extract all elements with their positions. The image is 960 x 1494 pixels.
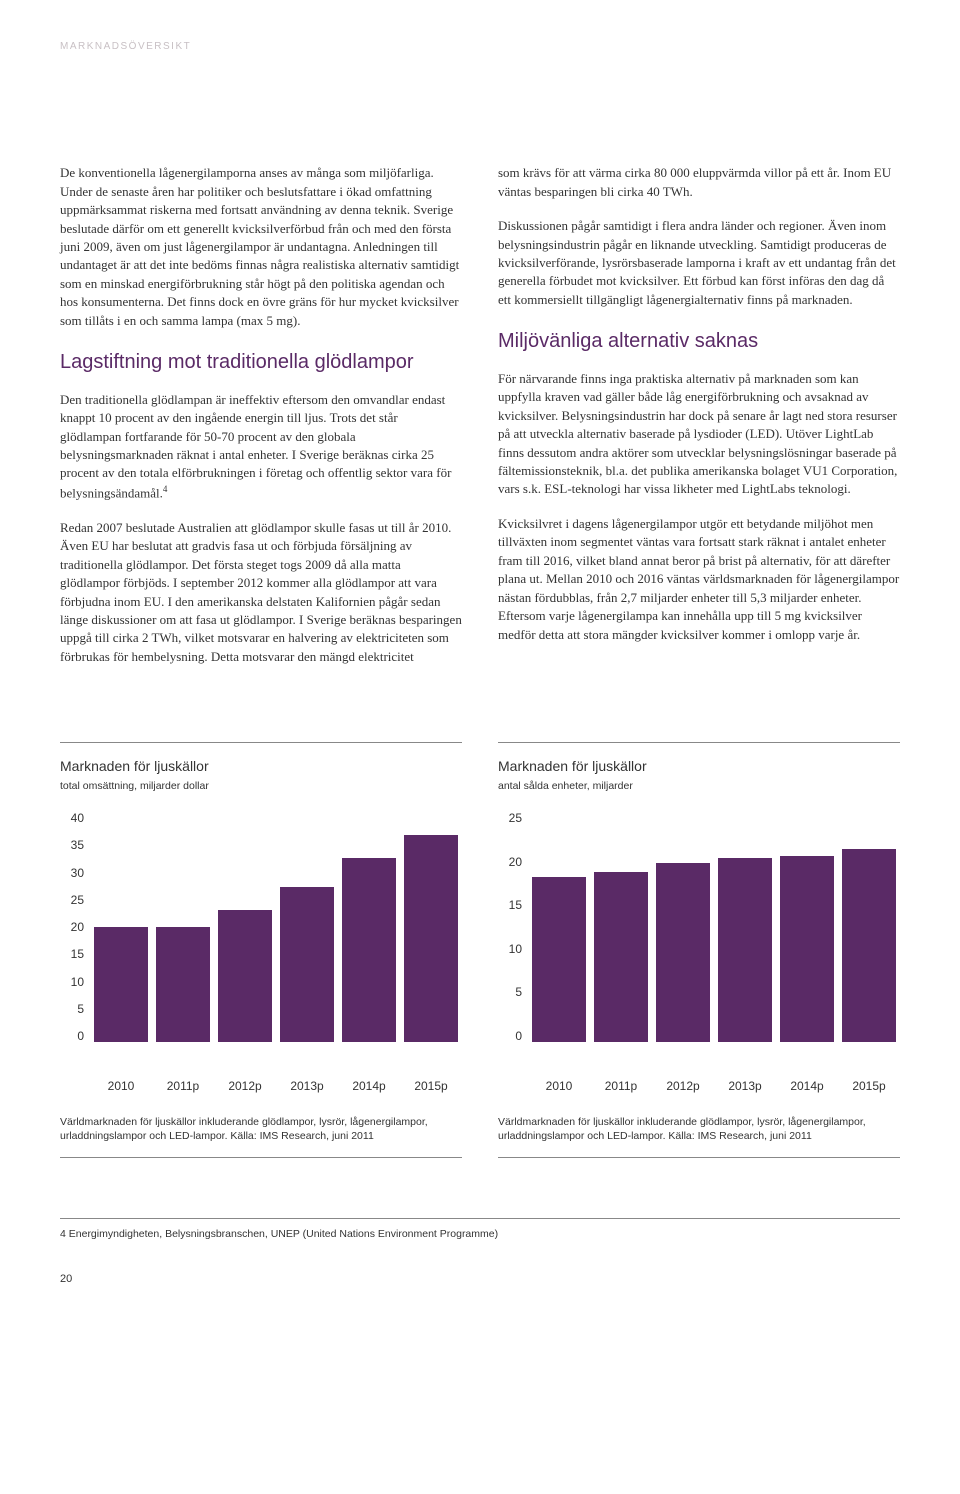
y-axis: 40 35 30 25 20 15 10 5 0 [60,812,90,1042]
left-column: De konventionella lågenergilamporna anse… [60,164,462,682]
body-paragraph: Kvicksilvret i dagens lågenergilampor ut… [498,515,900,644]
chart-area: 40 35 30 25 20 15 10 5 0 [60,812,462,1072]
x-tick: 2014p [338,1078,400,1095]
x-tick: 2015p [838,1078,900,1095]
bar [842,849,896,1042]
x-tick: 2012p [214,1078,276,1095]
section-heading: Lagstiftning mot traditionella glödlampo… [60,348,462,376]
body-paragraph: De konventionella lågenergilamporna anse… [60,164,462,330]
footnote: 4 Energimyndigheten, Belysningsbranschen… [60,1218,900,1242]
bar [156,927,210,1042]
y-tick: 15 [71,948,84,960]
body-paragraph: som krävs för att värma cirka 80 000 elu… [498,164,900,201]
chart-revenue: Marknaden för ljuskällor total omsättnin… [60,742,462,1158]
bar [594,872,648,1042]
bar [532,877,586,1043]
x-tick: 2015p [400,1078,462,1095]
y-tick: 25 [509,812,522,824]
x-axis: 20102011p2012p2013p2014p2015p [498,1078,900,1095]
x-tick: 2013p [714,1078,776,1095]
chart-units: Marknaden för ljuskällor antal sålda enh… [498,742,900,1158]
y-tick: 15 [509,899,522,911]
y-tick: 30 [71,867,84,879]
chart-caption: Världmarknaden för ljuskällor inkluderan… [498,1115,900,1158]
page-number: 20 [60,1272,900,1288]
section-heading: Miljövänliga alternativ saknas [498,327,900,355]
footnote-ref: 4 [163,484,168,494]
charts-row: Marknaden för ljuskällor total omsättnin… [60,742,900,1158]
plot [90,812,462,1042]
body-paragraph: Diskussionen pågår samtidigt i flera and… [498,217,900,309]
bar [404,835,458,1042]
x-tick: 2012p [652,1078,714,1095]
x-tick: 2013p [276,1078,338,1095]
bar [718,858,772,1042]
y-tick: 0 [515,1030,522,1042]
chart-area: 25 20 15 10 5 0 [498,812,900,1072]
chart-subtitle: total omsättning, miljarder dollar [60,779,462,794]
bar [94,927,148,1042]
bar [218,910,272,1042]
body-paragraph: För närvarande finns inga praktiska alte… [498,370,900,499]
right-column: som krävs för att värma cirka 80 000 elu… [498,164,900,682]
paragraph-text: Den traditionella glödlampan är ineffekt… [60,392,451,501]
x-axis: 20102011p2012p2013p2014p2015p [60,1078,462,1095]
y-tick: 20 [71,921,84,933]
y-tick: 0 [77,1030,84,1042]
section-header: MARKNADSÖVERSIKT [60,40,900,54]
chart-title: Marknaden för ljuskällor [60,757,462,777]
bar [780,856,834,1042]
bar [656,863,710,1042]
x-tick: 2011p [590,1078,652,1095]
plot [528,812,900,1042]
bar [280,887,334,1042]
x-tick: 2010 [90,1078,152,1095]
y-tick: 40 [71,812,84,824]
y-tick: 10 [71,976,84,988]
chart-title: Marknaden för ljuskällor [498,757,900,777]
y-tick: 10 [509,943,522,955]
body-paragraph: Redan 2007 beslutade Australien att glöd… [60,519,462,667]
y-tick: 5 [77,1003,84,1015]
y-axis: 25 20 15 10 5 0 [498,812,528,1042]
x-tick: 2011p [152,1078,214,1095]
body-columns: De konventionella lågenergilamporna anse… [60,164,900,682]
chart-subtitle: antal sålda enheter, miljarder [498,779,900,794]
y-tick: 35 [71,839,84,851]
bar [342,858,396,1042]
x-tick: 2010 [528,1078,590,1095]
chart-caption: Världmarknaden för ljuskällor inkluderan… [60,1115,462,1158]
y-tick: 5 [515,986,522,998]
x-tick: 2014p [776,1078,838,1095]
y-tick: 20 [509,856,522,868]
y-tick: 25 [71,894,84,906]
body-paragraph: Den traditionella glödlampan är ineffekt… [60,391,462,503]
